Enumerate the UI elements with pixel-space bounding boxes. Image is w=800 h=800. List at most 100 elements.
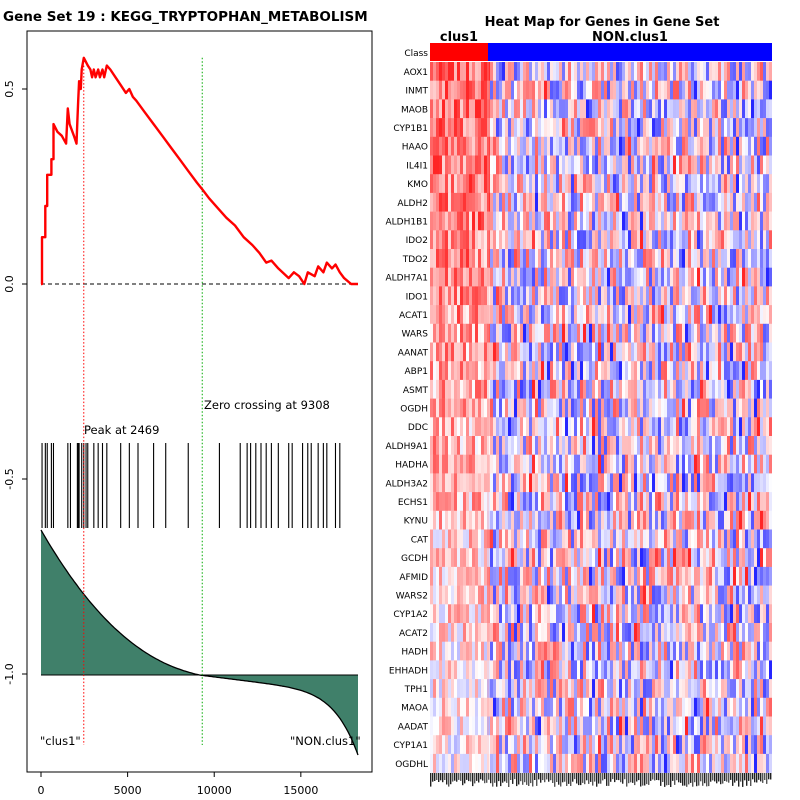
heatmap-cell bbox=[589, 267, 593, 287]
heatmap-cell bbox=[694, 697, 698, 717]
heatmap-cell bbox=[553, 623, 557, 642]
heatmap-cell bbox=[649, 585, 653, 605]
heatmap-cell bbox=[697, 660, 701, 680]
heatmap-cell bbox=[646, 604, 650, 624]
heatmap-cell bbox=[697, 136, 701, 156]
heatmap-cell bbox=[544, 473, 548, 493]
heatmap-cell bbox=[634, 379, 638, 399]
heatmap-cell bbox=[754, 192, 758, 212]
heatmap-cell bbox=[625, 436, 629, 455]
heatmap-cell bbox=[562, 660, 566, 680]
heatmap-cell bbox=[742, 174, 746, 194]
heatmap-cell bbox=[454, 604, 458, 624]
heatmap-cell bbox=[436, 548, 440, 568]
heatmap-cell bbox=[607, 623, 611, 642]
heatmap-cell bbox=[694, 323, 698, 343]
heatmap-cell bbox=[457, 735, 461, 755]
heatmap-cell bbox=[553, 155, 557, 175]
heatmap-cell bbox=[493, 192, 497, 212]
heatmap-cell bbox=[484, 398, 488, 418]
heatmap-cell bbox=[574, 398, 578, 418]
heatmap-cell bbox=[670, 267, 674, 287]
heatmap-cell bbox=[655, 641, 659, 661]
heatmap-cell bbox=[685, 623, 689, 642]
heatmap-cell bbox=[670, 660, 674, 680]
heatmap-cell bbox=[715, 342, 719, 362]
heatmap-cell bbox=[568, 286, 572, 306]
heatmap-cell bbox=[505, 249, 509, 268]
heatmap-cell bbox=[532, 623, 536, 642]
heatmap-cell bbox=[688, 286, 692, 306]
heatmap-cell bbox=[769, 454, 772, 474]
heatmap-cell bbox=[493, 697, 497, 717]
sample-label-mark bbox=[636, 773, 638, 782]
heatmap-cell bbox=[700, 454, 704, 474]
heatmap-cell bbox=[529, 286, 533, 306]
heatmap-cell bbox=[574, 286, 578, 306]
heatmap-cell bbox=[454, 99, 458, 119]
heatmap-cell bbox=[553, 398, 557, 418]
heatmap-cell bbox=[715, 492, 719, 512]
heatmap-cell bbox=[499, 80, 503, 100]
heatmap-cell bbox=[580, 679, 584, 699]
heatmap-cell bbox=[745, 510, 749, 530]
heatmap-cell bbox=[733, 80, 737, 100]
heatmap-cell bbox=[736, 623, 740, 642]
heatmap-cell bbox=[664, 473, 668, 493]
heatmap-cell bbox=[724, 697, 728, 717]
heatmap-cell bbox=[595, 641, 599, 661]
heatmap-cell bbox=[616, 249, 620, 268]
heatmap-cell bbox=[433, 417, 437, 437]
heatmap-cell bbox=[556, 566, 560, 586]
heatmap-cell bbox=[760, 342, 764, 362]
heatmap-cell bbox=[667, 155, 671, 175]
heatmap-cell bbox=[697, 342, 701, 362]
heatmap-cell bbox=[553, 716, 557, 736]
heatmap-cell bbox=[514, 249, 518, 268]
sample-label-mark bbox=[442, 773, 444, 783]
heatmap-cell bbox=[436, 623, 440, 642]
heatmap-cell bbox=[658, 604, 662, 624]
heatmap-cell bbox=[547, 323, 551, 343]
sample-label-mark bbox=[544, 773, 546, 783]
heatmap-cell bbox=[739, 286, 743, 306]
heatmap-cell bbox=[739, 192, 743, 212]
heatmap-cell bbox=[601, 62, 605, 81]
heatmap-cell bbox=[553, 436, 557, 455]
heatmap-cell bbox=[529, 211, 533, 231]
heatmap-cell bbox=[766, 286, 770, 306]
heatmap-cell bbox=[754, 267, 758, 287]
heatmap-cell bbox=[577, 99, 581, 119]
heatmap-cell bbox=[667, 529, 671, 549]
heatmap-cell bbox=[448, 735, 452, 755]
sample-label-mark bbox=[464, 773, 466, 784]
heatmap-cell bbox=[742, 267, 746, 287]
heatmap-cell bbox=[760, 529, 764, 549]
heatmap-cell bbox=[649, 211, 653, 231]
heatmap-cell bbox=[706, 604, 710, 624]
heatmap-cell bbox=[451, 118, 455, 138]
heatmap-cell bbox=[514, 716, 518, 736]
heatmap-cell bbox=[565, 99, 569, 119]
heatmap-cell bbox=[439, 641, 443, 661]
heatmap-cell bbox=[598, 548, 602, 568]
heatmap-cell bbox=[520, 697, 524, 717]
heatmap-cell bbox=[544, 585, 548, 605]
heatmap-cell bbox=[550, 417, 554, 437]
heatmap-cell bbox=[517, 735, 521, 755]
heatmap-cell bbox=[520, 529, 524, 549]
heatmap-cell bbox=[562, 192, 566, 212]
heatmap-cell bbox=[742, 436, 746, 455]
heatmap-cell bbox=[664, 286, 668, 306]
heatmap-cell bbox=[730, 379, 734, 399]
heatmap-cell bbox=[466, 548, 470, 568]
heatmap-cell bbox=[604, 436, 608, 455]
heatmap-cell bbox=[643, 99, 647, 119]
heatmap-cell bbox=[709, 286, 713, 306]
heatmap-cell bbox=[574, 62, 578, 81]
heatmap-cell bbox=[670, 417, 674, 437]
heatmap-cell bbox=[757, 529, 761, 549]
heatmap-cell bbox=[766, 379, 770, 399]
heatmap-cell bbox=[568, 174, 572, 194]
heatmap-cell bbox=[547, 697, 551, 717]
